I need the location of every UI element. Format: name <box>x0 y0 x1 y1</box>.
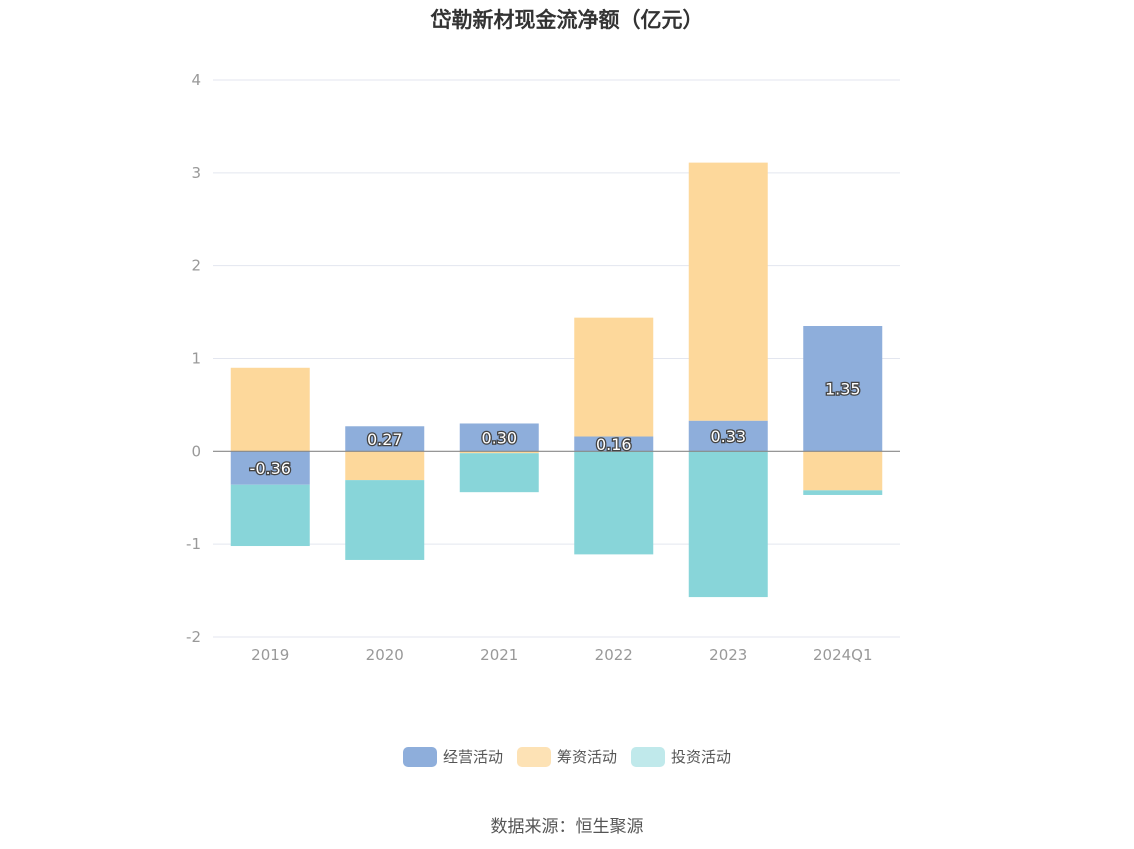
y-tick-label: 2 <box>191 257 201 275</box>
x-tick-label: 2019 <box>251 646 289 664</box>
data-label: 1.35 <box>825 380 861 399</box>
y-tick-label: -2 <box>186 628 201 646</box>
bar-segment[interactable] <box>688 162 768 421</box>
bar-segment[interactable] <box>803 326 883 452</box>
data-source: 数据来源：恒生聚源 <box>490 817 644 837</box>
bar-segment[interactable] <box>574 436 654 452</box>
bar-segment[interactable] <box>230 451 310 485</box>
bar-segment[interactable] <box>803 451 883 491</box>
bar-segment[interactable] <box>459 453 539 493</box>
bar-segment[interactable] <box>345 480 425 560</box>
labels-layer: -0.36 0.27 0.30 0.16 0.33 1.35 <box>248 378 862 479</box>
legend-label-operating: 经营活动 <box>442 748 503 766</box>
data-label: 0.16 <box>596 435 632 454</box>
y-tick-label: 0 <box>191 442 201 460</box>
data-label: 0.30 <box>481 428 517 447</box>
bar-segment[interactable] <box>574 317 654 437</box>
x-tick-label: 2023 <box>709 646 747 664</box>
y-tick-label: -1 <box>186 535 201 553</box>
legend-label-financing: 筹资活动 <box>556 748 617 766</box>
bar-segment[interactable] <box>345 451 425 481</box>
data-label: -0.36 <box>250 459 291 478</box>
bar-segment[interactable] <box>688 451 768 598</box>
bar-segment[interactable] <box>459 423 539 452</box>
legend-item-financing[interactable]: 筹资活动 <box>516 746 617 767</box>
x-tick-label: 2020 <box>366 646 404 664</box>
bars-layer <box>230 162 883 598</box>
chart-title: 岱勒新材现金流净额（亿元） <box>430 8 704 32</box>
data-label: 0.33 <box>710 427 746 446</box>
x-tick-label: 2021 <box>480 646 518 664</box>
legend-label-investing: 投资活动 <box>671 748 732 766</box>
bar-segment[interactable] <box>803 490 883 495</box>
x-tick-label: 2024Q1 <box>813 646 873 664</box>
data-label: 0.27 <box>367 430 403 449</box>
x-tick-label: 2022 <box>595 646 633 664</box>
bar-segment[interactable] <box>230 484 310 547</box>
legend-swatch-financing <box>516 746 551 767</box>
bar-segment[interactable] <box>459 451 539 454</box>
legend-swatch-operating <box>402 746 437 767</box>
legend-item-operating[interactable]: 经营活动 <box>402 746 503 767</box>
y-tick-label: 3 <box>191 164 201 182</box>
grid-layer <box>213 79 900 638</box>
y-tick-label: 1 <box>191 350 201 368</box>
bar-segment[interactable] <box>345 426 425 452</box>
bar-segment[interactable] <box>230 367 310 452</box>
bar-segment[interactable] <box>688 420 768 452</box>
bar-segment[interactable] <box>574 451 654 555</box>
legend-item-investing[interactable]: 投资活动 <box>631 746 731 767</box>
axis-layer: 4 3 2 1 0 -1 -2 2019 2020 2021 2022 2023 2024Q1 <box>186 71 900 664</box>
legend-swatch-investing <box>631 746 665 767</box>
y-tick-label: 4 <box>191 71 201 89</box>
legend: 经营活动 筹资活动 投资活动 <box>0 746 1134 767</box>
